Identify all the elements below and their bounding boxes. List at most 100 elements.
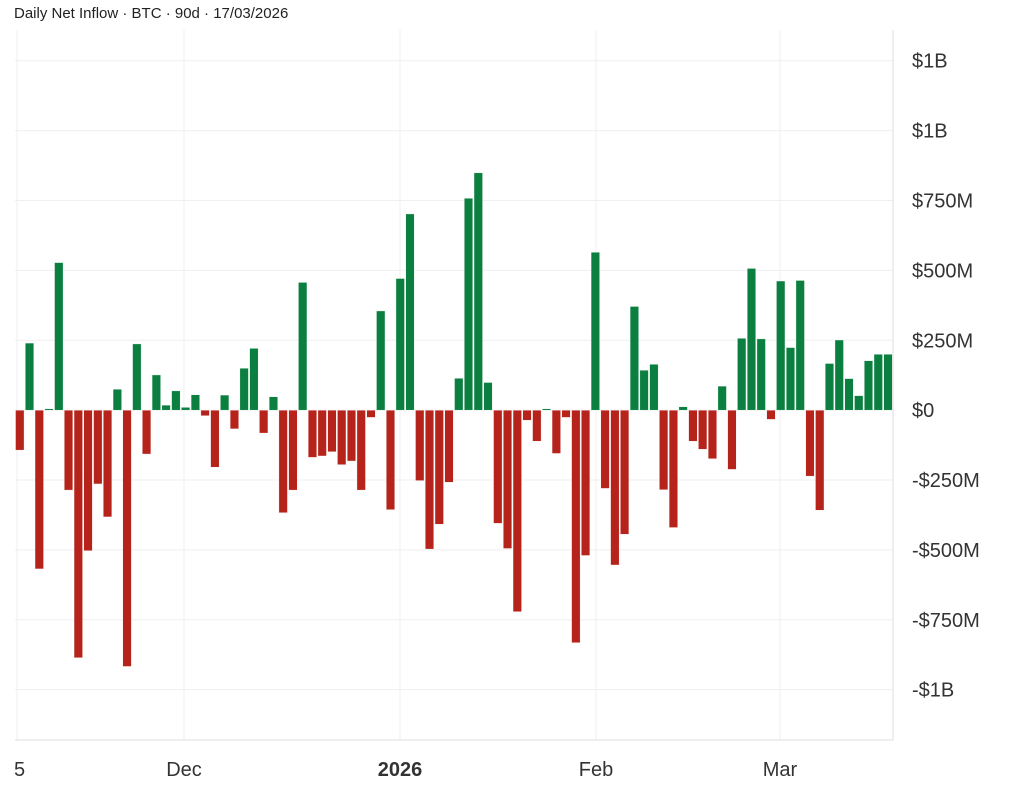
- inflow-bar: [834, 339, 844, 411]
- inflow-bar: [873, 354, 883, 411]
- outflow-bar: [200, 409, 210, 416]
- inflow-bar: [249, 348, 259, 411]
- inflow-bar: [132, 343, 142, 411]
- outflow-bar: [93, 409, 103, 485]
- outflow-bar: [64, 409, 74, 491]
- inflow-bar: [883, 354, 893, 411]
- inflow-bar: [190, 394, 200, 411]
- outflow-bar: [512, 409, 522, 612]
- inflow-bar: [25, 342, 35, 411]
- inflow-bar: [405, 213, 415, 411]
- y-tick-label: -$500M: [912, 540, 980, 562]
- x-tick-label: 2026: [378, 759, 423, 781]
- outflow-bar: [522, 409, 532, 421]
- inflow-bar: [464, 198, 474, 411]
- outflow-bar: [366, 409, 376, 418]
- y-tick-label: -$750M: [912, 610, 980, 632]
- outflow-bar: [415, 409, 425, 481]
- outflow-bar: [805, 409, 815, 477]
- outflow-bar: [659, 409, 669, 491]
- inflow-bar: [473, 172, 483, 411]
- inflow-bar: [112, 388, 122, 411]
- inflow-bar: [717, 385, 727, 411]
- outflow-bar: [210, 409, 220, 468]
- inflow-bar: [220, 394, 230, 411]
- y-tick-label: $1B: [912, 51, 948, 73]
- inflow-bar: [649, 364, 659, 411]
- outflow-bar: [493, 409, 503, 524]
- inflow-bar: [854, 395, 864, 411]
- outflow-bar: [278, 409, 288, 513]
- inflow-bar: [795, 280, 805, 411]
- y-tick-label: $1B: [912, 121, 948, 143]
- outflow-bar: [727, 409, 737, 470]
- outflow-bar: [73, 409, 83, 659]
- outflow-bar: [532, 409, 542, 442]
- x-tick-label: Mar: [763, 759, 798, 781]
- outflow-bar: [386, 409, 395, 510]
- inflow-bar: [54, 262, 64, 411]
- outflow-bar: [600, 409, 610, 489]
- inflow-bar: [776, 280, 786, 411]
- outflow-bar: [142, 409, 152, 455]
- outflow-bar: [503, 409, 513, 549]
- inflow-bar: [737, 338, 747, 411]
- inflow-bar: [483, 382, 493, 411]
- inflow-bar: [746, 268, 756, 411]
- inflow-bar: [542, 408, 552, 411]
- inflow-bar: [825, 363, 834, 411]
- outflow-bar: [561, 409, 571, 418]
- inflow-bar: [756, 338, 766, 411]
- inflow-bar: [44, 408, 54, 411]
- outflow-bar: [571, 409, 581, 643]
- y-tick-label: $250M: [912, 330, 973, 352]
- outflow-bar: [327, 409, 337, 453]
- outflow-bar: [688, 409, 698, 442]
- outflow-bar: [434, 409, 444, 525]
- inflow-bar: [454, 378, 464, 411]
- outflow-bar: [122, 409, 132, 667]
- inflow-bar: [639, 369, 649, 411]
- outflow-bar: [668, 409, 678, 528]
- x-tick-label: Dec: [166, 759, 202, 781]
- outflow-bar: [766, 409, 776, 420]
- outflow-bar: [610, 409, 620, 566]
- y-tick-label: $750M: [912, 191, 973, 213]
- outflow-bar: [346, 409, 356, 462]
- x-tick-label: Feb: [579, 759, 613, 781]
- outflow-bar: [356, 409, 366, 491]
- outflow-bar: [551, 409, 561, 454]
- outflow-bar: [620, 409, 630, 535]
- inflow-bar: [181, 407, 191, 411]
- inflow-bar: [395, 278, 405, 411]
- outflow-bar: [698, 409, 708, 450]
- y-tick-label: $500M: [912, 260, 973, 282]
- inflow-bar: [298, 282, 308, 411]
- chart-title: Daily Net Inflow · BTC · 90d · 17/03/202…: [14, 5, 289, 22]
- outflow-bar: [425, 409, 434, 550]
- outflow-bar: [581, 409, 591, 556]
- outflow-bar: [103, 409, 113, 518]
- outflow-bar: [307, 409, 317, 458]
- outflow-bar: [815, 409, 825, 511]
- outflow-bar: [337, 409, 347, 465]
- inflow-bar: [161, 404, 171, 411]
- inflow-bar: [590, 252, 600, 411]
- outflow-bar: [444, 409, 454, 483]
- inflow-bar: [239, 368, 249, 411]
- outflow-bar: [317, 409, 327, 457]
- outflow-bar: [259, 409, 269, 434]
- y-tick-label: -$250M: [912, 470, 980, 492]
- outflow-bar: [15, 409, 25, 451]
- inflow-bar: [629, 306, 639, 411]
- outflow-bar: [707, 409, 717, 459]
- inflow-bar: [171, 390, 181, 411]
- outflow-bar: [83, 409, 93, 551]
- inflow-bar: [678, 406, 688, 411]
- y-tick-label: $0: [912, 400, 934, 422]
- inflow-bar: [864, 360, 873, 411]
- inflow-bar: [785, 347, 795, 411]
- inflow-bar: [268, 396, 278, 411]
- inflow-bar: [844, 378, 854, 411]
